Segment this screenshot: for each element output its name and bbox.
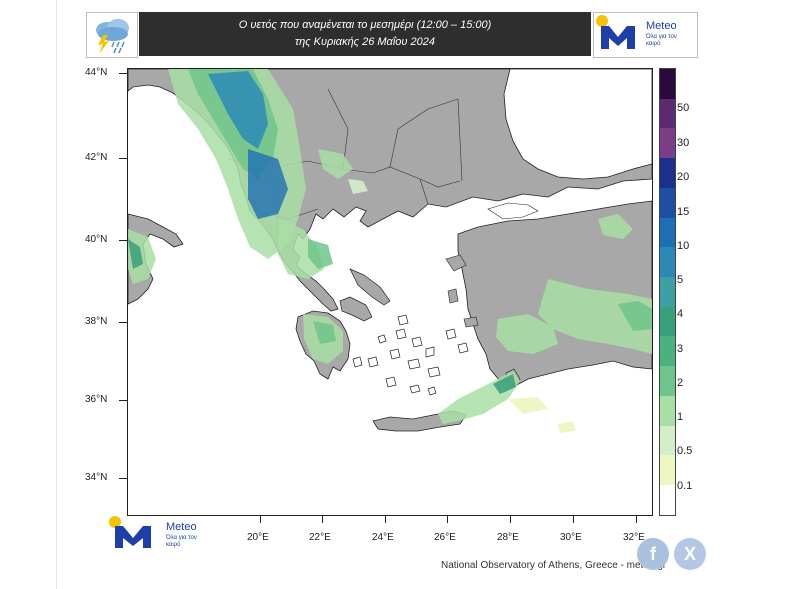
title-line-1: Ο υετός που αναμένεται το μεσημέρι (12:0… bbox=[238, 19, 492, 31]
legend-label: 4 bbox=[677, 308, 684, 320]
legend-label: 1 bbox=[677, 411, 684, 423]
attica bbox=[339, 296, 373, 322]
legend-swatch bbox=[660, 277, 675, 307]
legend-label: 3 bbox=[677, 343, 684, 355]
lat-tick bbox=[119, 240, 127, 241]
lat-tick bbox=[119, 478, 127, 479]
lon-tick bbox=[385, 515, 386, 523]
lat-tick bbox=[119, 73, 127, 74]
precipitation-map bbox=[127, 68, 653, 516]
footer-brand-tagline: Όλα για τον καιρό bbox=[166, 535, 197, 548]
legend-swatch bbox=[660, 128, 675, 159]
legend-swatch bbox=[660, 395, 675, 426]
meteo-logo[interactable]: Meteo Όλα για τον καιρό bbox=[593, 12, 698, 58]
legend-swatch bbox=[660, 366, 675, 396]
weather-icon-panel bbox=[86, 12, 138, 58]
legend-swatch bbox=[660, 69, 675, 99]
lon-label-24: 24°E bbox=[372, 532, 394, 543]
facebook-share-button[interactable]: f bbox=[637, 538, 669, 570]
greece-rain-map bbox=[128, 69, 652, 433]
legend-label: 2 bbox=[677, 377, 684, 389]
cloud-rain-lightning-icon bbox=[96, 19, 129, 54]
footer-meteo-logo[interactable]: Meteo Όλα για τον καιρό bbox=[106, 514, 210, 556]
lat-label-40: 40°N bbox=[85, 234, 108, 245]
legend-swatch bbox=[660, 485, 675, 515]
lon-label-22: 22°E bbox=[309, 532, 331, 543]
lat-label-34: 34°N bbox=[85, 472, 108, 483]
x-share-button[interactable]: X bbox=[674, 538, 706, 570]
lon-label-32: 32°E bbox=[623, 532, 645, 543]
lat-tick bbox=[119, 400, 127, 401]
lat-label-42: 42°N bbox=[85, 152, 108, 163]
lon-tick bbox=[510, 515, 511, 523]
precipitation-color-scale bbox=[659, 68, 676, 516]
lon-label-20: 20°E bbox=[247, 532, 269, 543]
chios bbox=[447, 288, 459, 304]
brand-tagline: Όλα για τον καιρό bbox=[646, 34, 677, 47]
euboea bbox=[349, 268, 391, 306]
lat-label-38: 38°N bbox=[85, 316, 108, 327]
legend-swatch bbox=[660, 306, 675, 337]
x-icon: X bbox=[683, 544, 696, 564]
legend-swatch bbox=[660, 455, 675, 486]
title-banner: Ο υετός που αναμένεται το μεσημέρι (12:0… bbox=[139, 12, 591, 56]
aegean-islands bbox=[352, 314, 469, 396]
legend-label: 30 bbox=[677, 137, 690, 149]
legend-label: 0.5 bbox=[677, 445, 693, 457]
lesvos bbox=[445, 254, 467, 272]
lat-tick bbox=[119, 158, 127, 159]
legend-label: 15 bbox=[677, 206, 690, 218]
legend-label: 10 bbox=[677, 240, 690, 252]
page-left-border bbox=[56, 0, 57, 589]
legend-label: 50 bbox=[677, 102, 690, 114]
marmara-sea bbox=[487, 202, 539, 220]
source-credit: National Observatory of Athens, Greece -… bbox=[441, 560, 667, 571]
lat-tick bbox=[119, 322, 127, 323]
lat-label-44: 44°N bbox=[85, 67, 108, 78]
title-line-2: της Κυριακής 26 Μαΐου 2024 bbox=[295, 36, 435, 48]
facebook-icon: f bbox=[650, 544, 656, 564]
lon-tick bbox=[322, 515, 323, 523]
legend-swatch bbox=[660, 158, 675, 188]
lon-label-30: 30°E bbox=[560, 532, 582, 543]
legend-swatch bbox=[660, 247, 675, 278]
lon-tick bbox=[573, 515, 574, 523]
legend-label: 0.1 bbox=[677, 480, 693, 492]
legend-label: 5 bbox=[677, 274, 684, 286]
legend-label: 20 bbox=[677, 171, 690, 183]
lon-tick bbox=[447, 515, 448, 523]
lon-label-26: 26°E bbox=[434, 532, 456, 543]
precipitation-overlay bbox=[128, 69, 652, 433]
legend-swatch bbox=[660, 98, 675, 129]
footer-brand-name: Meteo bbox=[166, 521, 197, 533]
legend-swatch bbox=[660, 217, 675, 248]
lon-tick bbox=[260, 515, 261, 523]
legend-swatch bbox=[660, 187, 675, 218]
samos bbox=[463, 316, 479, 328]
meteo-m-logo-icon bbox=[596, 15, 635, 49]
lon-label-28: 28°E bbox=[497, 532, 519, 543]
meteo-m-logo-icon bbox=[109, 516, 151, 548]
lat-label-36: 36°N bbox=[85, 394, 108, 405]
black-sea bbox=[503, 69, 652, 180]
legend-swatch bbox=[660, 425, 675, 456]
legend-swatch bbox=[660, 336, 675, 367]
lon-tick bbox=[636, 515, 637, 523]
brand-name: Meteo bbox=[646, 20, 677, 32]
